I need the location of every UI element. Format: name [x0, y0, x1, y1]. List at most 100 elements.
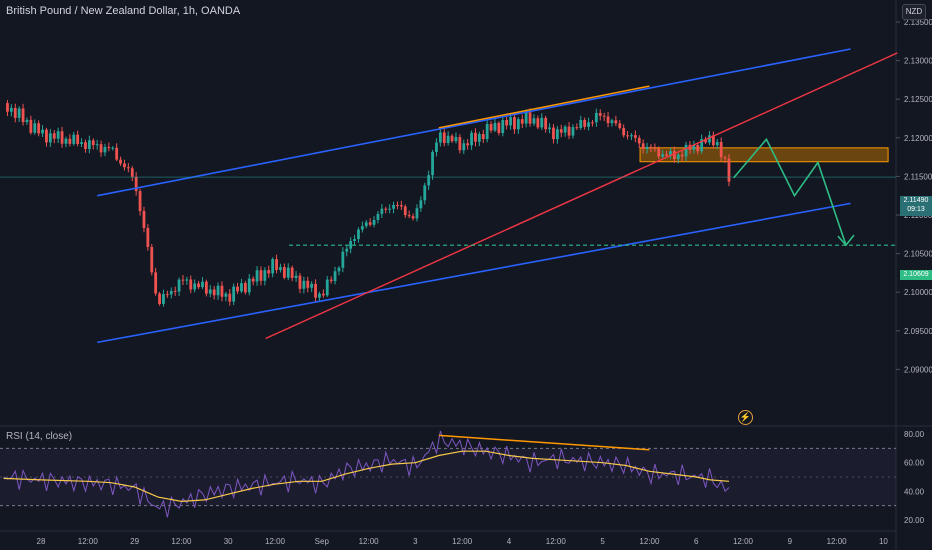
candle-body — [13, 107, 17, 118]
candle — [279, 263, 282, 273]
candle — [516, 117, 520, 134]
candle-body — [263, 270, 267, 281]
candle-body — [676, 154, 680, 160]
candle — [52, 129, 56, 144]
candle-body — [489, 124, 493, 131]
candle-body — [314, 283, 317, 298]
candle — [282, 263, 286, 280]
candle — [111, 146, 115, 151]
candle — [45, 127, 48, 147]
time-tick-label: 12:00 — [78, 537, 99, 546]
candle — [474, 128, 477, 147]
candle — [672, 146, 676, 163]
candle-body — [80, 142, 83, 145]
time-tick-label: 6 — [694, 537, 699, 546]
time-tick-label: 10 — [879, 537, 888, 546]
candle — [388, 204, 392, 214]
candle-body — [466, 143, 470, 146]
candle-body — [271, 259, 275, 274]
candle — [318, 291, 321, 301]
candle — [263, 267, 267, 286]
candle — [255, 266, 259, 286]
candle — [208, 285, 212, 298]
candle — [119, 156, 122, 166]
candle — [123, 159, 126, 171]
candle-body — [524, 112, 528, 124]
candle — [9, 104, 13, 117]
candle — [173, 286, 177, 296]
candle-body — [158, 293, 161, 304]
candle — [21, 103, 25, 126]
candle-body — [240, 283, 243, 292]
time-tick-label: 12:00 — [827, 537, 848, 546]
candle-body — [302, 280, 306, 289]
candle-body — [497, 122, 501, 134]
candle — [290, 265, 294, 282]
candle-body — [696, 145, 700, 152]
time-tick-label: 29 — [130, 537, 139, 546]
candle-body — [84, 142, 87, 149]
candle — [216, 282, 220, 300]
candle — [477, 131, 481, 147]
candle-body — [181, 279, 185, 281]
price-tick-label: 2.12500 — [904, 95, 932, 104]
candle — [240, 278, 243, 294]
candle — [626, 130, 629, 140]
candle-body — [267, 270, 271, 274]
candle-body — [107, 147, 111, 149]
candle — [353, 234, 356, 246]
candle — [87, 135, 91, 154]
red-trendline — [265, 52, 898, 340]
price-tick-label: 2.13000 — [904, 57, 932, 66]
candle-body — [29, 119, 33, 133]
candle — [583, 117, 587, 130]
candle-body — [641, 143, 645, 150]
candle — [442, 129, 446, 147]
candle-body — [52, 133, 56, 139]
candle — [633, 130, 637, 143]
candle — [275, 254, 278, 274]
candle — [185, 276, 189, 285]
candle-body — [450, 135, 454, 142]
candle-body — [224, 293, 228, 297]
candle-body — [727, 158, 731, 182]
candle — [99, 140, 103, 157]
candle-body — [236, 286, 239, 292]
candle — [630, 133, 633, 141]
candle-body — [708, 135, 711, 143]
candle — [37, 120, 41, 137]
candle-body — [672, 151, 676, 160]
time-tick-label: 12:00 — [639, 537, 660, 546]
candle-body — [33, 123, 37, 133]
candle — [532, 114, 536, 126]
candle-body — [21, 108, 25, 123]
candle-body — [384, 208, 388, 210]
candle — [641, 139, 645, 154]
candle-body — [321, 293, 325, 296]
candle — [403, 204, 407, 218]
candle — [458, 134, 462, 154]
candle-body — [282, 267, 286, 278]
candle — [454, 132, 458, 144]
candle-body — [540, 117, 544, 128]
lightning-icon[interactable]: ⚡ — [738, 410, 753, 425]
candle-body — [462, 143, 466, 151]
candle — [540, 113, 544, 131]
candle-body — [286, 267, 290, 278]
candle-body — [618, 123, 622, 128]
candle — [48, 128, 52, 147]
candle-body — [146, 228, 150, 247]
candle — [509, 113, 512, 130]
candle-body — [376, 213, 380, 220]
candle-body — [446, 135, 450, 143]
candle — [154, 267, 158, 296]
countdown-timer: 09:13 — [907, 206, 925, 213]
candle — [493, 118, 497, 133]
candle-body — [513, 117, 516, 130]
currency-button[interactable]: NZD — [902, 4, 926, 20]
time-tick-label: 12:00 — [265, 537, 286, 546]
candle — [637, 135, 641, 148]
candle — [450, 134, 454, 143]
candle — [497, 121, 501, 136]
